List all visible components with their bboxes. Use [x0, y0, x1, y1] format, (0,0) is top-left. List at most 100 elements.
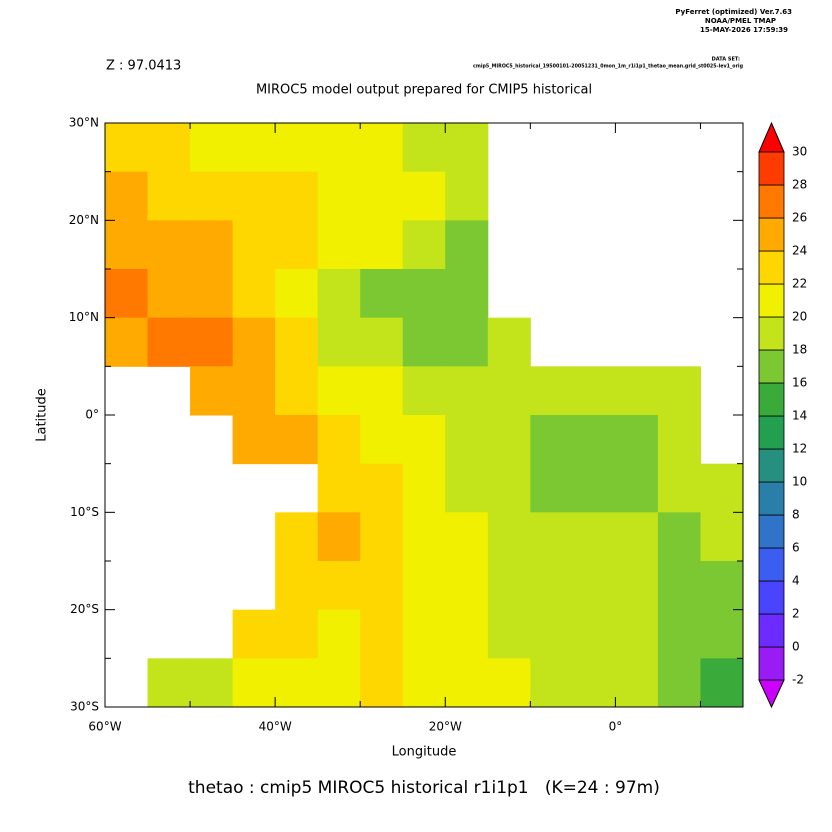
cell — [615, 512, 659, 562]
cell — [657, 366, 701, 416]
cell — [190, 317, 234, 367]
cell — [445, 220, 489, 270]
cell — [147, 269, 191, 319]
cell — [317, 123, 361, 173]
cell — [275, 123, 319, 173]
cell — [317, 317, 361, 367]
cell — [445, 123, 489, 173]
cell — [530, 366, 574, 416]
cell — [275, 561, 319, 611]
cell — [360, 658, 404, 708]
header-line: 15-MAY-2026 17:59:39 — [700, 26, 788, 34]
cell — [487, 463, 531, 513]
colorbar-arrow-low — [758, 679, 785, 709]
cell — [402, 220, 446, 270]
cell — [317, 561, 361, 611]
cell — [147, 171, 191, 221]
colorbar-band — [758, 481, 785, 516]
colorbar-label: 4 — [792, 574, 800, 588]
cell — [147, 220, 191, 270]
cell — [615, 658, 659, 708]
colorbar-band — [758, 250, 785, 285]
cell — [530, 561, 574, 611]
cell — [402, 171, 446, 221]
cell — [360, 463, 404, 513]
cell — [190, 123, 234, 173]
x-tick-label: 40°W — [259, 720, 292, 734]
cell — [572, 512, 616, 562]
cell — [487, 561, 531, 611]
cell — [147, 123, 191, 173]
cell — [445, 415, 489, 465]
colorbar-band — [758, 514, 785, 549]
cell — [402, 561, 446, 611]
cell — [657, 512, 701, 562]
cell — [105, 269, 149, 319]
colorbar-band — [758, 580, 785, 615]
cell — [232, 415, 276, 465]
cell — [530, 609, 574, 659]
cell — [360, 561, 404, 611]
x-axis-label: Longitude — [392, 745, 457, 760]
cell — [700, 463, 744, 513]
cell — [232, 658, 276, 708]
colorbar-band — [758, 448, 785, 483]
cell — [572, 658, 616, 708]
colorbar-band — [758, 151, 785, 186]
colorbar-label: 22 — [792, 277, 807, 291]
colorbar-label: 14 — [792, 409, 807, 423]
cell — [487, 317, 531, 367]
cell — [275, 609, 319, 659]
dataset-label: DATA SET: — [712, 57, 740, 63]
colorbar-label: -2 — [792, 673, 804, 687]
cell — [445, 561, 489, 611]
cell — [317, 512, 361, 562]
colorbar-label: 20 — [792, 310, 807, 324]
y-tick-label: 20°S — [70, 602, 99, 616]
cell — [402, 512, 446, 562]
cell — [615, 366, 659, 416]
colorbar-label: 0 — [792, 640, 800, 654]
cell — [360, 512, 404, 562]
cell — [360, 123, 404, 173]
cell — [317, 609, 361, 659]
cell — [317, 366, 361, 416]
y-tick-label: 20°N — [69, 213, 99, 227]
cell — [232, 171, 276, 221]
cell — [572, 561, 616, 611]
cell — [147, 317, 191, 367]
cell — [530, 658, 574, 708]
colorbar-arrow-high — [758, 121, 785, 153]
cell — [700, 561, 744, 611]
colorbar-band — [758, 184, 785, 219]
cell — [275, 220, 319, 270]
cell — [275, 317, 319, 367]
y-tick-label: 30°N — [69, 116, 99, 130]
colorbar-label: 16 — [792, 376, 807, 390]
cell — [275, 415, 319, 465]
colorbar-band — [758, 349, 785, 384]
cell — [360, 609, 404, 659]
colorbar-band — [758, 382, 785, 417]
cell — [487, 415, 531, 465]
cell — [530, 415, 574, 465]
cell — [232, 317, 276, 367]
colorbar-band — [758, 283, 785, 318]
cell — [445, 171, 489, 221]
cell — [615, 415, 659, 465]
header-line: PyFerret (optimized) Ver.7.63 — [675, 8, 792, 16]
cell — [445, 463, 489, 513]
cell — [700, 658, 744, 708]
cell — [402, 366, 446, 416]
cell — [657, 561, 701, 611]
cell — [232, 123, 276, 173]
cell — [402, 317, 446, 367]
cell — [317, 220, 361, 270]
colorbar-label: 6 — [792, 541, 800, 555]
colorbar-label: 24 — [792, 244, 807, 258]
colorbar-band — [758, 217, 785, 252]
colorbar-label: 8 — [792, 508, 800, 522]
cell — [615, 463, 659, 513]
cell — [657, 415, 701, 465]
